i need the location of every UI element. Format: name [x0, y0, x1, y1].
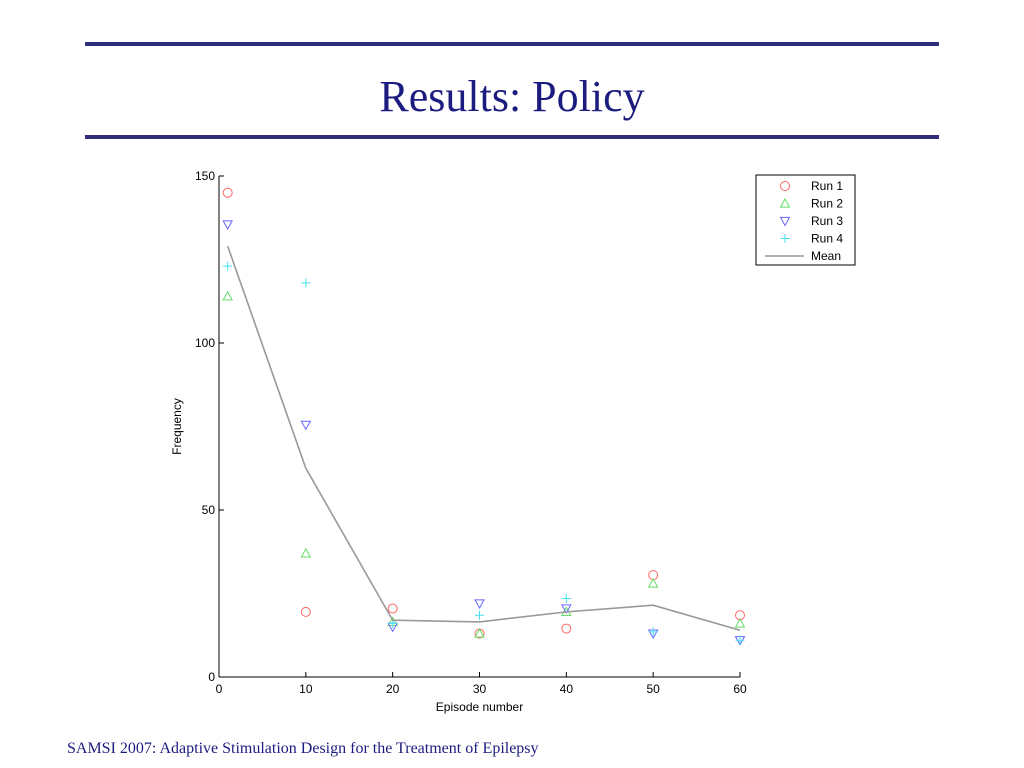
legend: Run 1 Run 2 Run 3 Run 4 Mean [755, 174, 856, 266]
data-point [561, 594, 571, 604]
legend-label: Run 3 [811, 214, 843, 228]
data-point [387, 603, 398, 614]
legend-label: Run 1 [811, 179, 843, 193]
series-run-1 [222, 187, 745, 639]
y-tick-label: 0 [208, 670, 215, 684]
slide-footer: SAMSI 2007: Adaptive Stimulation Design … [67, 740, 539, 757]
series-mean [226, 245, 741, 632]
data-point [647, 577, 659, 588]
x-tick-label: 20 [386, 682, 400, 696]
data-point [223, 261, 233, 271]
y-tick-label: 150 [195, 169, 215, 183]
series-run-3 [222, 220, 746, 646]
legend-box [755, 174, 856, 266]
x-tick-label: 40 [560, 682, 574, 696]
x-tick-label: 60 [733, 682, 747, 696]
legend-label: Run 2 [811, 197, 843, 211]
legend-marker [779, 216, 791, 227]
data-point [222, 290, 234, 301]
series-run-4 [223, 261, 745, 645]
data-point [300, 547, 312, 558]
data-point [301, 278, 311, 288]
mean-line [226, 245, 741, 632]
series-run-2 [222, 290, 746, 638]
data-point [474, 599, 485, 610]
data-point [300, 420, 312, 431]
y-tick-label: 100 [195, 336, 215, 350]
data-point [560, 604, 572, 615]
data-point [300, 606, 311, 617]
legend-label: Mean [811, 249, 841, 263]
y-axis-label: Frequency [170, 398, 184, 455]
x-tick-label: 50 [646, 682, 660, 696]
data-point [648, 627, 658, 637]
top-rule [85, 42, 939, 46]
x-axis-label: Episode number [436, 700, 523, 714]
data-point [735, 635, 745, 645]
legend-marker [780, 181, 790, 191]
x-tick-label: 30 [473, 682, 487, 696]
data-point [561, 623, 572, 634]
legend-label: Run 4 [811, 232, 843, 246]
x-tick-label: 0 [216, 682, 223, 696]
data-point [734, 618, 746, 628]
bottom-rule [85, 135, 939, 139]
legend-marker [779, 197, 791, 208]
legend-marker [780, 234, 790, 243]
data-point [475, 610, 484, 620]
x-tick-label: 10 [299, 682, 313, 696]
data-point [222, 220, 234, 230]
data-point [222, 187, 233, 198]
y-tick-label: 50 [202, 503, 216, 517]
slide-title: Results: Policy [379, 72, 645, 121]
data-point [474, 628, 485, 638]
